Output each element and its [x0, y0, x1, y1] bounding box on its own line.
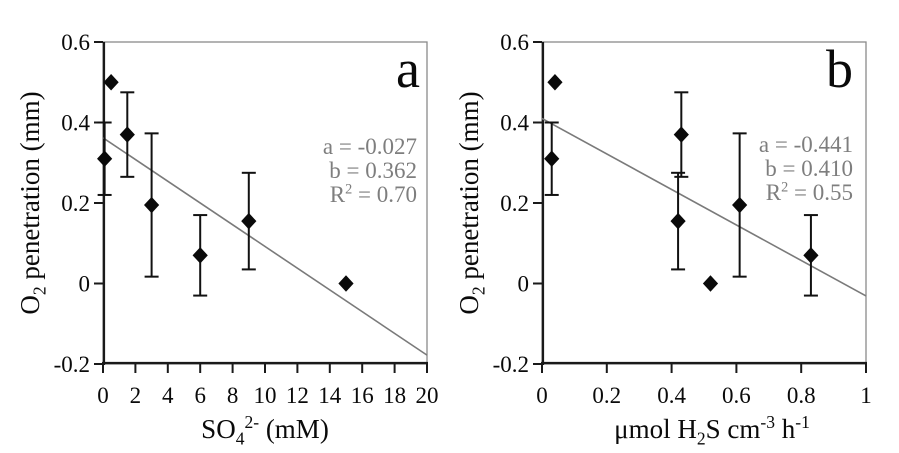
text-segment: O — [15, 295, 45, 315]
panel-b-regression-line — [541, 117, 867, 297]
panel-b-data-point-marker — [544, 150, 560, 167]
panel-a-data-point-marker — [97, 150, 113, 167]
text-segment: 2 — [29, 286, 50, 296]
panel-b-data-point-marker — [702, 275, 719, 292]
text-segment: S cm — [705, 414, 761, 444]
panel-b-y-axis-title: O2 penetration (mm) — [452, 33, 489, 373]
panel-a-x-tick-label: 2 — [130, 383, 142, 408]
text-segment: a = -0.441 — [758, 132, 853, 157]
text-segment: 4 — [235, 428, 245, 449]
panel-a-regression-line — [102, 137, 428, 356]
panel-a-x-tick-label: 14 — [318, 383, 342, 408]
panel-a-data-point-marker — [144, 196, 160, 214]
panel-b-x-tick-label: 0.6 — [722, 383, 751, 408]
panel-b-y-tick-label: 0 — [518, 272, 530, 297]
panel-b-x-axis-title: μmol H2S cm-3 h-1 — [512, 412, 899, 447]
text-segment: = 0.70 — [352, 182, 417, 207]
panel-a-data-point-marker — [192, 247, 208, 264]
panel-a-y-tick-label: 0.6 — [61, 30, 90, 55]
panel-b-x-tick-label: 0.4 — [657, 383, 686, 408]
panel-b-data-point-marker — [673, 126, 689, 143]
panel-a-fit-annotation-line: b = 0.362 — [217, 159, 417, 183]
panel-b-fit-annotation-line: b = 0.410 — [653, 157, 853, 181]
panel-a-x-tick-label: 8 — [227, 383, 239, 408]
panel-a-x-tick-label: 6 — [194, 383, 206, 408]
panel-a-x-tick-label: 18 — [383, 383, 406, 408]
panel-b-data-point-marker — [670, 212, 686, 230]
text-segment: penetration (mm) — [15, 91, 45, 287]
panel-a-x-tick-label: 16 — [351, 383, 374, 408]
text-segment: O — [454, 295, 484, 315]
panel-b-x-tick-label: 0.8 — [787, 383, 816, 408]
panel-a-fit-annotation-line: a = -0.027 — [217, 135, 417, 159]
panel-b-x-tick-label: 0.2 — [592, 383, 621, 408]
text-segment: SO — [201, 414, 236, 444]
text-segment: a = -0.027 — [322, 134, 417, 159]
panel-b-fit-annotation-line: a = -0.441 — [653, 133, 853, 157]
text-segment: 2 — [781, 179, 789, 196]
panel-a-x-tick-label: 12 — [286, 383, 309, 408]
panel-b-y-tick-label: -0.2 — [493, 352, 529, 377]
panel-b-x-tick-label: 0 — [536, 383, 548, 408]
panel-a-y-tick-label: 0 — [79, 272, 91, 297]
text-segment: -1 — [795, 412, 810, 432]
panel-a-data-point-marker — [338, 275, 354, 292]
panel-b-y-tick-label: 0.6 — [500, 30, 529, 55]
text-segment: 2 — [345, 181, 353, 198]
panel-b-x-tick-label: 1 — [860, 383, 872, 408]
panel-b-data-point-marker — [732, 196, 748, 214]
panel-a-fit-annotation-line: R2 = 0.70 — [217, 181, 417, 207]
panel-a-x-tick-label: 20 — [416, 383, 439, 408]
panel-a-data-point-marker — [103, 74, 119, 91]
panel-b-data-point-marker — [547, 74, 563, 91]
panel-b-letter: b — [826, 39, 853, 99]
panel-b-fit-annotation-line: R2 = 0.55 — [653, 179, 853, 205]
text-segment: b = 0.410 — [765, 156, 853, 181]
panel-a-data-point-marker — [241, 212, 257, 230]
text-segment: μmol H — [614, 414, 697, 444]
text-segment: h — [775, 414, 796, 444]
text-segment: R — [329, 182, 346, 207]
panel-b-data-point-marker — [803, 247, 819, 264]
panel-a-letter: a — [396, 39, 420, 99]
panel-b-y-tick-label: 0.2 — [500, 191, 529, 216]
text-segment: 2 — [696, 428, 706, 449]
panel-b-y-tick-label: 0.4 — [500, 111, 529, 136]
text-segment: -3 — [760, 412, 775, 432]
text-segment: b = 0.362 — [329, 158, 417, 183]
panel-a-y-tick-label: -0.2 — [54, 352, 90, 377]
panel-a-fit-annotation: a = -0.027 b = 0.362 R2 = 0.70 — [217, 135, 417, 207]
panel-a-x-tick-label: 4 — [162, 383, 174, 408]
text-segment: penetration (mm) — [454, 91, 484, 287]
panel-a-x-axis-title: SO42- (mM) — [65, 412, 465, 447]
panel-a-data-point-marker — [119, 126, 135, 143]
text-segment: (mM) — [259, 414, 329, 444]
text-segment: 2- — [244, 412, 260, 432]
text-segment: R — [765, 180, 782, 205]
panel-b-fit-annotation: a = -0.441 b = 0.410 R2 = 0.55 — [653, 133, 853, 205]
panel-a-y-axis-title: O2 penetration (mm) — [13, 33, 50, 373]
text-segment: 2 — [468, 286, 489, 296]
panel-a-x-tick-label: 10 — [254, 383, 277, 408]
panel-a-x-tick-label: 0 — [97, 383, 109, 408]
panel-a-y-tick-label: 0.2 — [61, 191, 90, 216]
panel-a-y-tick-label: 0.4 — [61, 111, 90, 136]
text-segment: = 0.55 — [788, 180, 853, 205]
